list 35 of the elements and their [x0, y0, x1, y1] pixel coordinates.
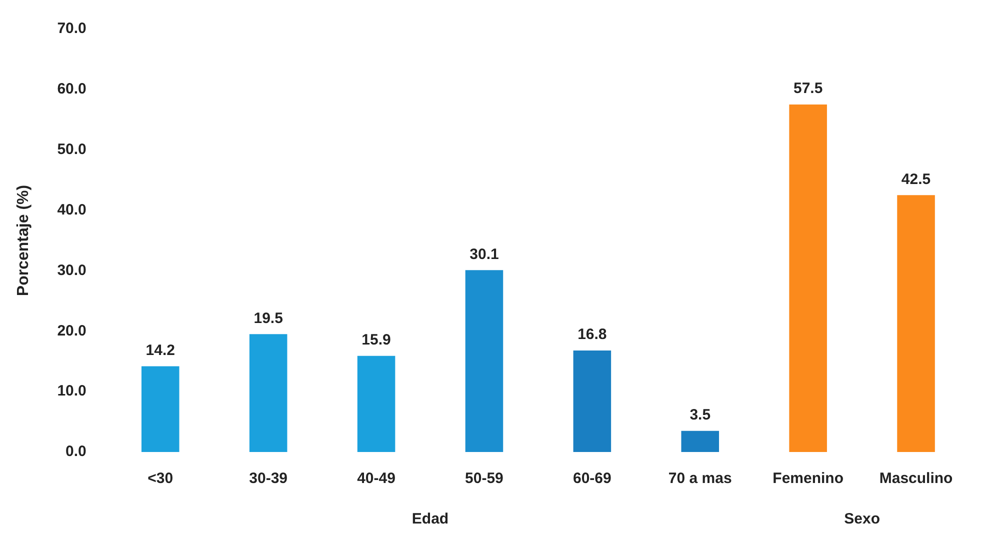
bar: [897, 195, 935, 452]
bar: [681, 430, 720, 452]
bar: [573, 350, 612, 452]
bar: [141, 366, 180, 452]
bar: [249, 334, 288, 452]
data-label: 57.5: [793, 80, 823, 98]
data-label: 3.5: [690, 406, 711, 424]
y-tick-label: 40.0: [57, 201, 86, 218]
text: Edad: [412, 510, 449, 528]
data-label: 19.5: [254, 310, 283, 327]
data-label: 16.8: [578, 326, 607, 344]
y-tick-label: 60.0: [57, 80, 86, 98]
x-tick-label: Masculino: [879, 470, 953, 488]
data-label: 30.1: [470, 246, 499, 263]
x-tick-label: <30: [148, 470, 174, 488]
data-label: 42.5: [901, 170, 931, 188]
x-tick-label: 70 a mas: [668, 470, 732, 488]
x-tick-label: 30-39: [249, 470, 288, 488]
y-tick-label: 50.0: [57, 141, 86, 158]
bar: [789, 104, 827, 452]
x-tick-label: 40-49: [357, 470, 396, 488]
y-tick-label: 20.0: [57, 322, 86, 340]
data-label: 14.2: [146, 342, 175, 359]
y-tick-label: 10.0: [57, 382, 86, 400]
x-tick-label: Femenino: [772, 470, 844, 488]
bar: [465, 270, 504, 452]
data-label: 15.9: [362, 332, 391, 349]
text: Sexo: [844, 510, 880, 528]
y-tick-label: 0.0: [66, 443, 86, 460]
y-tick-label: 70.0: [57, 20, 86, 38]
x-tick-label: 50-59: [465, 470, 504, 488]
y-tick-label: 30.0: [57, 262, 86, 279]
bar: [357, 356, 396, 452]
x-tick-label: 60-69: [572, 470, 612, 488]
y-axis-title: Porcentaje (%): [15, 184, 32, 296]
